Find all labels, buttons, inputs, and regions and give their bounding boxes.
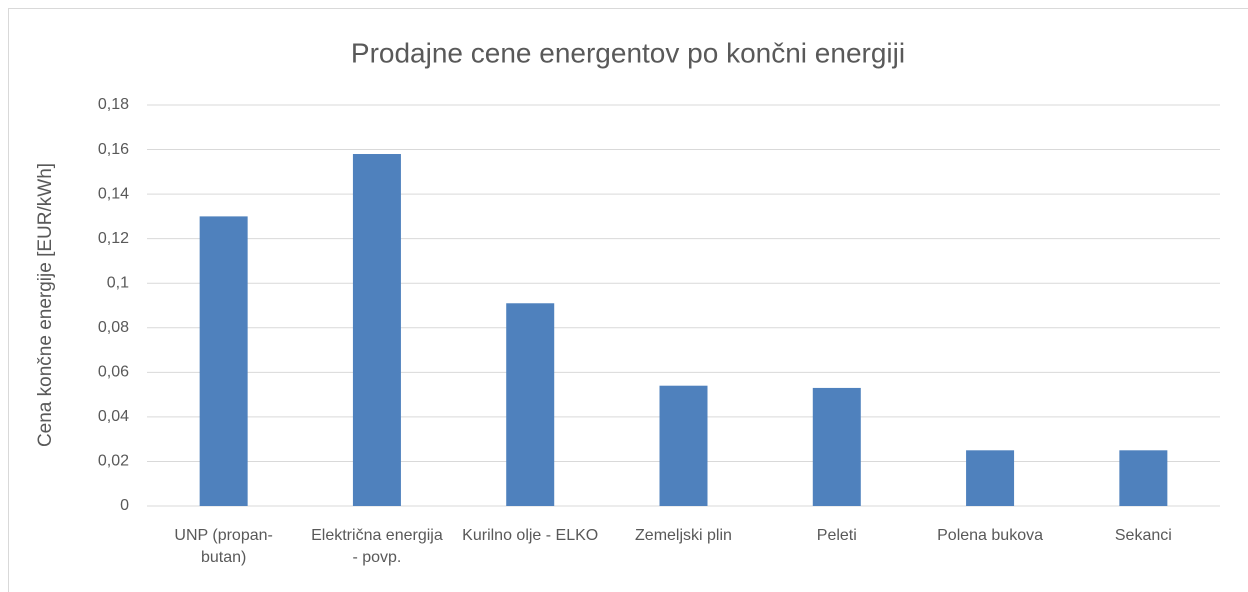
x-tick-label: Sekanci [1114, 527, 1172, 544]
bar [352, 154, 401, 506]
y-axis-label: Cena končne energije [EUR/kWh] [35, 163, 56, 447]
bar [812, 387, 861, 506]
x-tick-label: Zemeljski plin [635, 527, 732, 544]
x-tick-label: Peleti [816, 527, 857, 544]
chart-border [8, 8, 1248, 592]
bar [659, 385, 708, 506]
y-tick-label: 0,12 [98, 230, 129, 247]
chart-title: Prodajne cene energentov po končni energ… [351, 37, 905, 68]
y-tick-label: 0,18 [98, 96, 129, 113]
y-tick-label: 0,06 [98, 364, 129, 381]
y-tick-label: 0,02 [98, 453, 129, 470]
bar [966, 450, 1015, 506]
y-tick-label: 0,08 [98, 319, 129, 336]
y-tick-label: 0,1 [107, 274, 129, 291]
y-tick-label: 0,14 [98, 185, 129, 202]
bar [199, 216, 248, 506]
x-tick-label: Električna energija - povp. [311, 527, 443, 566]
y-tick-label: 0 [120, 497, 129, 514]
bar [1119, 450, 1168, 506]
y-tick-label: 0,16 [98, 141, 129, 158]
y-tick-label: 0,04 [98, 408, 129, 425]
x-tick-label: UNP (propan-butan) [174, 527, 273, 566]
x-tick-label: Polena bukova [937, 527, 1043, 544]
x-tick-label: Kurilno olje - ELKO [462, 527, 599, 544]
bar [506, 303, 555, 506]
